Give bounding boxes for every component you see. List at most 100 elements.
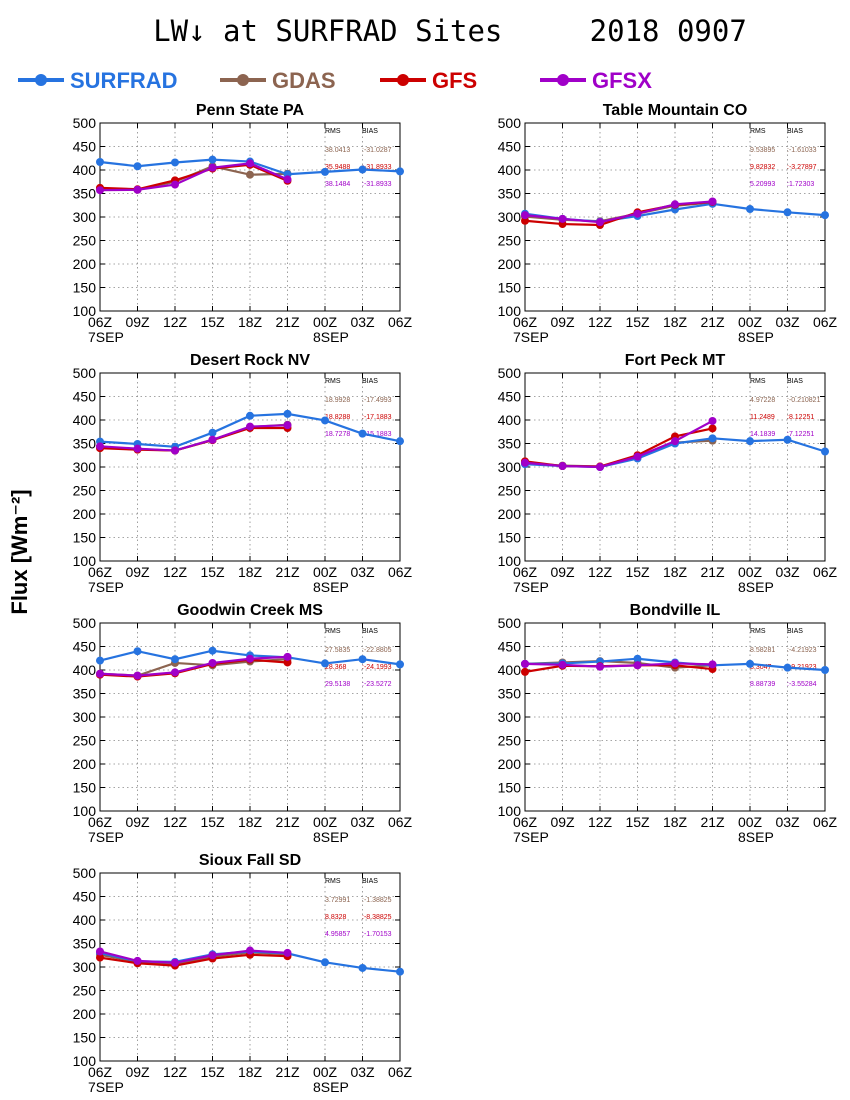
panel-sioux-fall-sd: Sioux Fall SD 100 150 200 250 300 350 400 450 500…	[73, 852, 413, 1095]
data-point	[133, 185, 142, 194]
y-tick-label: 150	[73, 530, 97, 546]
data-point	[633, 209, 642, 218]
x-tick-label: 15Z	[200, 564, 225, 580]
x-tick-label: 21Z	[275, 814, 300, 830]
stats-bias-gfsx: :-23.5272	[362, 681, 392, 688]
data-point	[171, 180, 179, 189]
data-point	[671, 659, 679, 668]
series-gfsx	[96, 421, 292, 455]
x-tick-label: 12Z	[588, 314, 613, 330]
grid	[525, 623, 825, 811]
y-tick-label: 350	[73, 936, 97, 952]
legend-entry-gfsx: GFSX	[540, 68, 652, 93]
stats-header-rms: RMS	[325, 128, 341, 135]
x-tick-label: 12Z	[588, 814, 613, 830]
y-tick-label: 100	[498, 303, 522, 319]
stats-bias-gfs: :-31.8933	[362, 164, 392, 171]
legend-label: GFSX	[592, 68, 652, 93]
data-point	[783, 435, 792, 444]
data-point	[321, 659, 329, 668]
x-tick-label: 18Z	[663, 314, 688, 330]
y-tick-label: 150	[73, 780, 97, 796]
data-point	[96, 669, 104, 678]
y-tick-label: 200	[498, 256, 522, 272]
x-tick-label: 21Z	[275, 314, 300, 330]
data-point	[208, 435, 217, 444]
data-point	[521, 659, 529, 668]
x-tick-label: 09Z	[125, 814, 150, 830]
x-tick-label: 21Z	[700, 564, 725, 580]
stats-bias-gfs: :-8.38825	[362, 914, 392, 921]
stats-bias-gfsx: :-1.70153	[362, 931, 392, 938]
panel-title: Goodwin Creek MS	[177, 602, 323, 619]
data-point	[96, 186, 104, 195]
x-date-label: 8SEP	[738, 329, 774, 345]
y-tick-label: 350	[498, 436, 522, 452]
y-tick-label: 450	[498, 139, 522, 155]
data-point	[246, 411, 254, 420]
data-point	[321, 416, 329, 425]
x-tick-label: 06Z	[813, 564, 838, 580]
data-point	[746, 659, 754, 668]
y-tick-label: 400	[498, 162, 522, 178]
data-point	[783, 663, 792, 672]
x-tick-label: 03Z	[350, 314, 375, 330]
x-tick-label: 03Z	[350, 1064, 375, 1080]
stats-rms-gfsx: 4.95857	[325, 931, 350, 938]
data-point	[708, 197, 717, 206]
series-line	[99, 655, 288, 677]
data-point	[246, 159, 254, 168]
y-tick-label: 150	[498, 530, 522, 546]
y-tick-label: 500	[73, 115, 97, 131]
x-tick-label: 12Z	[163, 314, 188, 330]
x-tick-label: 21Z	[275, 564, 300, 580]
y-tick-label: 100	[73, 303, 97, 319]
x-tick-label: 06Z	[388, 814, 413, 830]
y-tick-label: 100	[498, 803, 522, 819]
panel-table-mountain-co: Table Mountain CO 100 150 200 250 300 350 400 45…	[498, 102, 838, 345]
x-tick-label: 12Z	[163, 1064, 188, 1080]
data-point	[208, 951, 217, 960]
data-point	[708, 660, 717, 669]
grid	[100, 373, 400, 561]
data-point	[821, 666, 829, 674]
data-point	[521, 211, 529, 220]
data-point	[283, 175, 292, 184]
data-point	[358, 963, 367, 972]
stats-header-rms: RMS	[750, 628, 766, 635]
x-tick-label: 09Z	[550, 314, 575, 330]
x-date-label: 7SEP	[88, 579, 124, 595]
stats-rms-gfsx: 8.88739	[750, 681, 775, 688]
y-tick-label: 100	[73, 553, 97, 569]
stats-bias-gfsx: :-15.1883	[362, 431, 392, 438]
x-date-label: 7SEP	[88, 829, 124, 845]
x-tick-label: 06Z	[88, 314, 113, 330]
x-tick-label: 21Z	[700, 814, 725, 830]
y-tick-label: 300	[73, 959, 97, 975]
y-tick-label: 350	[73, 436, 97, 452]
stats-rms-gfsx: 14.1839	[750, 431, 775, 438]
data-point	[358, 429, 367, 438]
data-point	[96, 158, 104, 167]
stats-bias-gdas: :-31.0287	[362, 147, 392, 154]
stats-bias-gfsx: :7.12251	[787, 431, 814, 438]
x-tick-label: 09Z	[125, 1064, 150, 1080]
x-tick-label: 15Z	[200, 814, 225, 830]
y-tick-label: 450	[73, 639, 97, 655]
data-point	[133, 647, 142, 656]
stats-rms-gfs: 28.368	[325, 664, 347, 671]
y-tick-label: 350	[498, 186, 522, 202]
y-tick-label: 450	[73, 389, 97, 405]
x-date-label: 7SEP	[513, 829, 549, 845]
stats-header-rms: RMS	[325, 378, 341, 385]
data-point	[783, 208, 792, 217]
data-point	[633, 452, 642, 461]
x-tick-label: 09Z	[550, 814, 575, 830]
x-tick-label: 00Z	[313, 1064, 338, 1080]
stats-bias-gdas: :-1.61033	[787, 147, 817, 154]
y-tick-label: 300	[498, 209, 522, 225]
y-tick-label: 350	[73, 686, 97, 702]
legend-entry-gfs: GFS	[380, 68, 477, 93]
y-tick-label: 400	[73, 912, 97, 928]
x-tick-label: 18Z	[663, 564, 688, 580]
